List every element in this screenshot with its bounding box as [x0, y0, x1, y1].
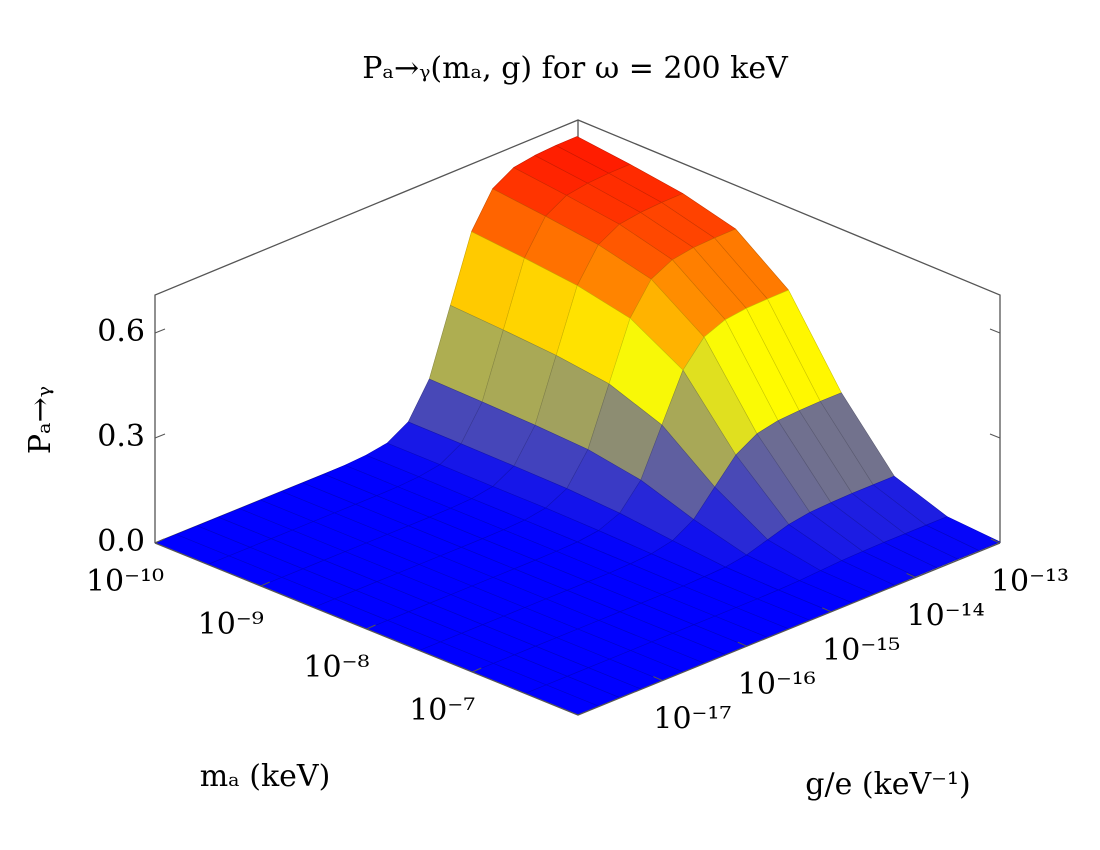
x-axis-label: mₐ (keV) [200, 759, 331, 794]
y-tick [990, 538, 1001, 544]
z-tick-label: 0.0 [97, 524, 145, 559]
box-edge [154, 542, 1001, 716]
y-tick-label: 10⁻¹⁶ [738, 667, 816, 702]
z-tick [154, 433, 166, 439]
y-tick-label: 10⁻¹⁵ [822, 633, 900, 668]
y-tick-label: 10⁻¹³ [991, 564, 1069, 599]
y-tick-label: 10⁻¹⁴ [907, 598, 985, 633]
y-tick-label: 10⁻¹⁷ [653, 702, 731, 737]
y-tick [821, 607, 832, 613]
x-tick [154, 538, 165, 544]
x-tick [472, 667, 482, 673]
x-tick [260, 581, 270, 587]
y-tick [653, 676, 663, 682]
x-tick [366, 624, 376, 630]
z-tick-label: 0.3 [97, 419, 145, 454]
z-tick-label: 0.6 [97, 314, 145, 349]
x-tick-label: 10⁻⁸ [303, 650, 369, 685]
chart-title: Pₐ→ᵧ(mₐ, g) for ω = 200 keV [362, 51, 789, 86]
z-tick [989, 433, 1001, 439]
x-tick-label: 10⁻¹⁰ [86, 564, 164, 599]
y-tick [906, 572, 916, 578]
x-tick-label: 10⁻⁷ [409, 693, 475, 728]
surface [154, 136, 1001, 716]
z-axis-label: Pₐ→ᵧ [23, 386, 58, 454]
y-tick [737, 641, 748, 647]
z-tick [989, 328, 1001, 334]
x-tick-label: 10⁻⁹ [198, 607, 264, 642]
z-tick [154, 328, 166, 334]
y-axis-label: g/e (keV⁻¹) [805, 767, 970, 802]
